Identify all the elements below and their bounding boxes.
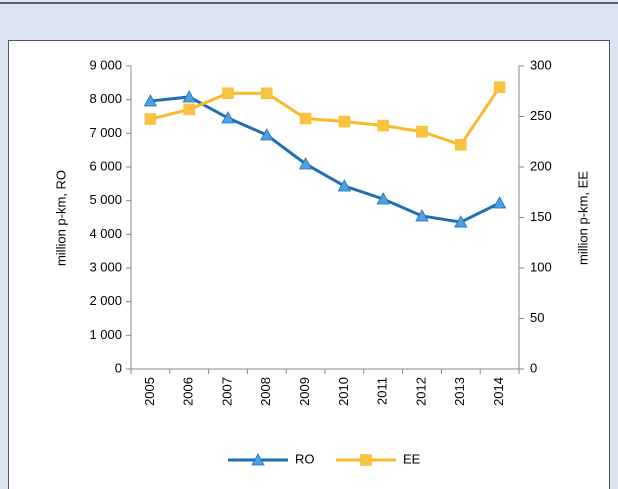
series-marker [222, 87, 234, 100]
legend-marker [251, 453, 265, 466]
x-tick-label: 2009 [297, 377, 312, 406]
x-tick-label: 2006 [181, 377, 196, 406]
x-tick-label: 2013 [452, 377, 467, 406]
y2-axis-label: million p-km, EE [575, 171, 590, 265]
y-tick-label: 7 000 [89, 125, 122, 140]
series-marker [261, 87, 273, 100]
series-marker [260, 128, 274, 141]
x-tick-label: 2007 [219, 377, 234, 406]
y-tick-label: 1 000 [89, 327, 122, 342]
y-axis-label: million p-km, RO [53, 170, 68, 266]
y2-tick-label: 150 [530, 209, 552, 224]
y-tick-label: 3 000 [89, 259, 122, 274]
series-marker [338, 115, 351, 128]
legend-marker [360, 454, 372, 466]
y-tick-label: 9 000 [89, 57, 122, 72]
y-tick-label: 2 000 [89, 293, 122, 308]
series-marker [144, 113, 157, 125]
series-marker [377, 119, 389, 132]
series-marker [183, 103, 195, 116]
y2-tick-label: 0 [530, 360, 537, 375]
x-tick-label: 2011 [375, 377, 390, 405]
series-marker [493, 81, 506, 93]
x-tick-label: 2008 [258, 377, 273, 406]
y2-tick-label: 200 [530, 158, 552, 173]
series-marker [182, 90, 196, 103]
y2-tick-label: 100 [530, 259, 552, 274]
series-marker [298, 157, 313, 170]
series-marker [221, 111, 235, 124]
y-tick-label: 5 000 [89, 192, 122, 207]
series-marker [415, 209, 429, 222]
x-tick-label: 2005 [142, 377, 157, 406]
y-tick-label: 0 [115, 360, 122, 375]
series-marker [492, 196, 507, 209]
x-tick-label: 2014 [491, 377, 506, 406]
x-tick-label: 2012 [413, 377, 428, 406]
series-marker [299, 112, 312, 125]
series-marker [455, 139, 467, 151]
series-line [150, 86, 501, 147]
series-marker [376, 192, 390, 205]
x-tick-label: 2010 [336, 377, 351, 406]
series-marker [337, 179, 352, 192]
series-marker [143, 94, 158, 107]
y-tick-label: 8 000 [89, 91, 122, 106]
legend-label: EE [403, 451, 421, 466]
y2-tick-label: 50 [530, 310, 544, 325]
series-marker [454, 215, 468, 228]
y2-tick-label: 300 [530, 57, 552, 72]
y-tick-label: 6 000 [89, 158, 122, 173]
y-tick-label: 4 000 [89, 226, 122, 241]
series-line [150, 95, 501, 224]
y2-tick-label: 250 [530, 108, 552, 123]
legend-label: RO [295, 451, 315, 466]
series-marker [416, 125, 428, 138]
